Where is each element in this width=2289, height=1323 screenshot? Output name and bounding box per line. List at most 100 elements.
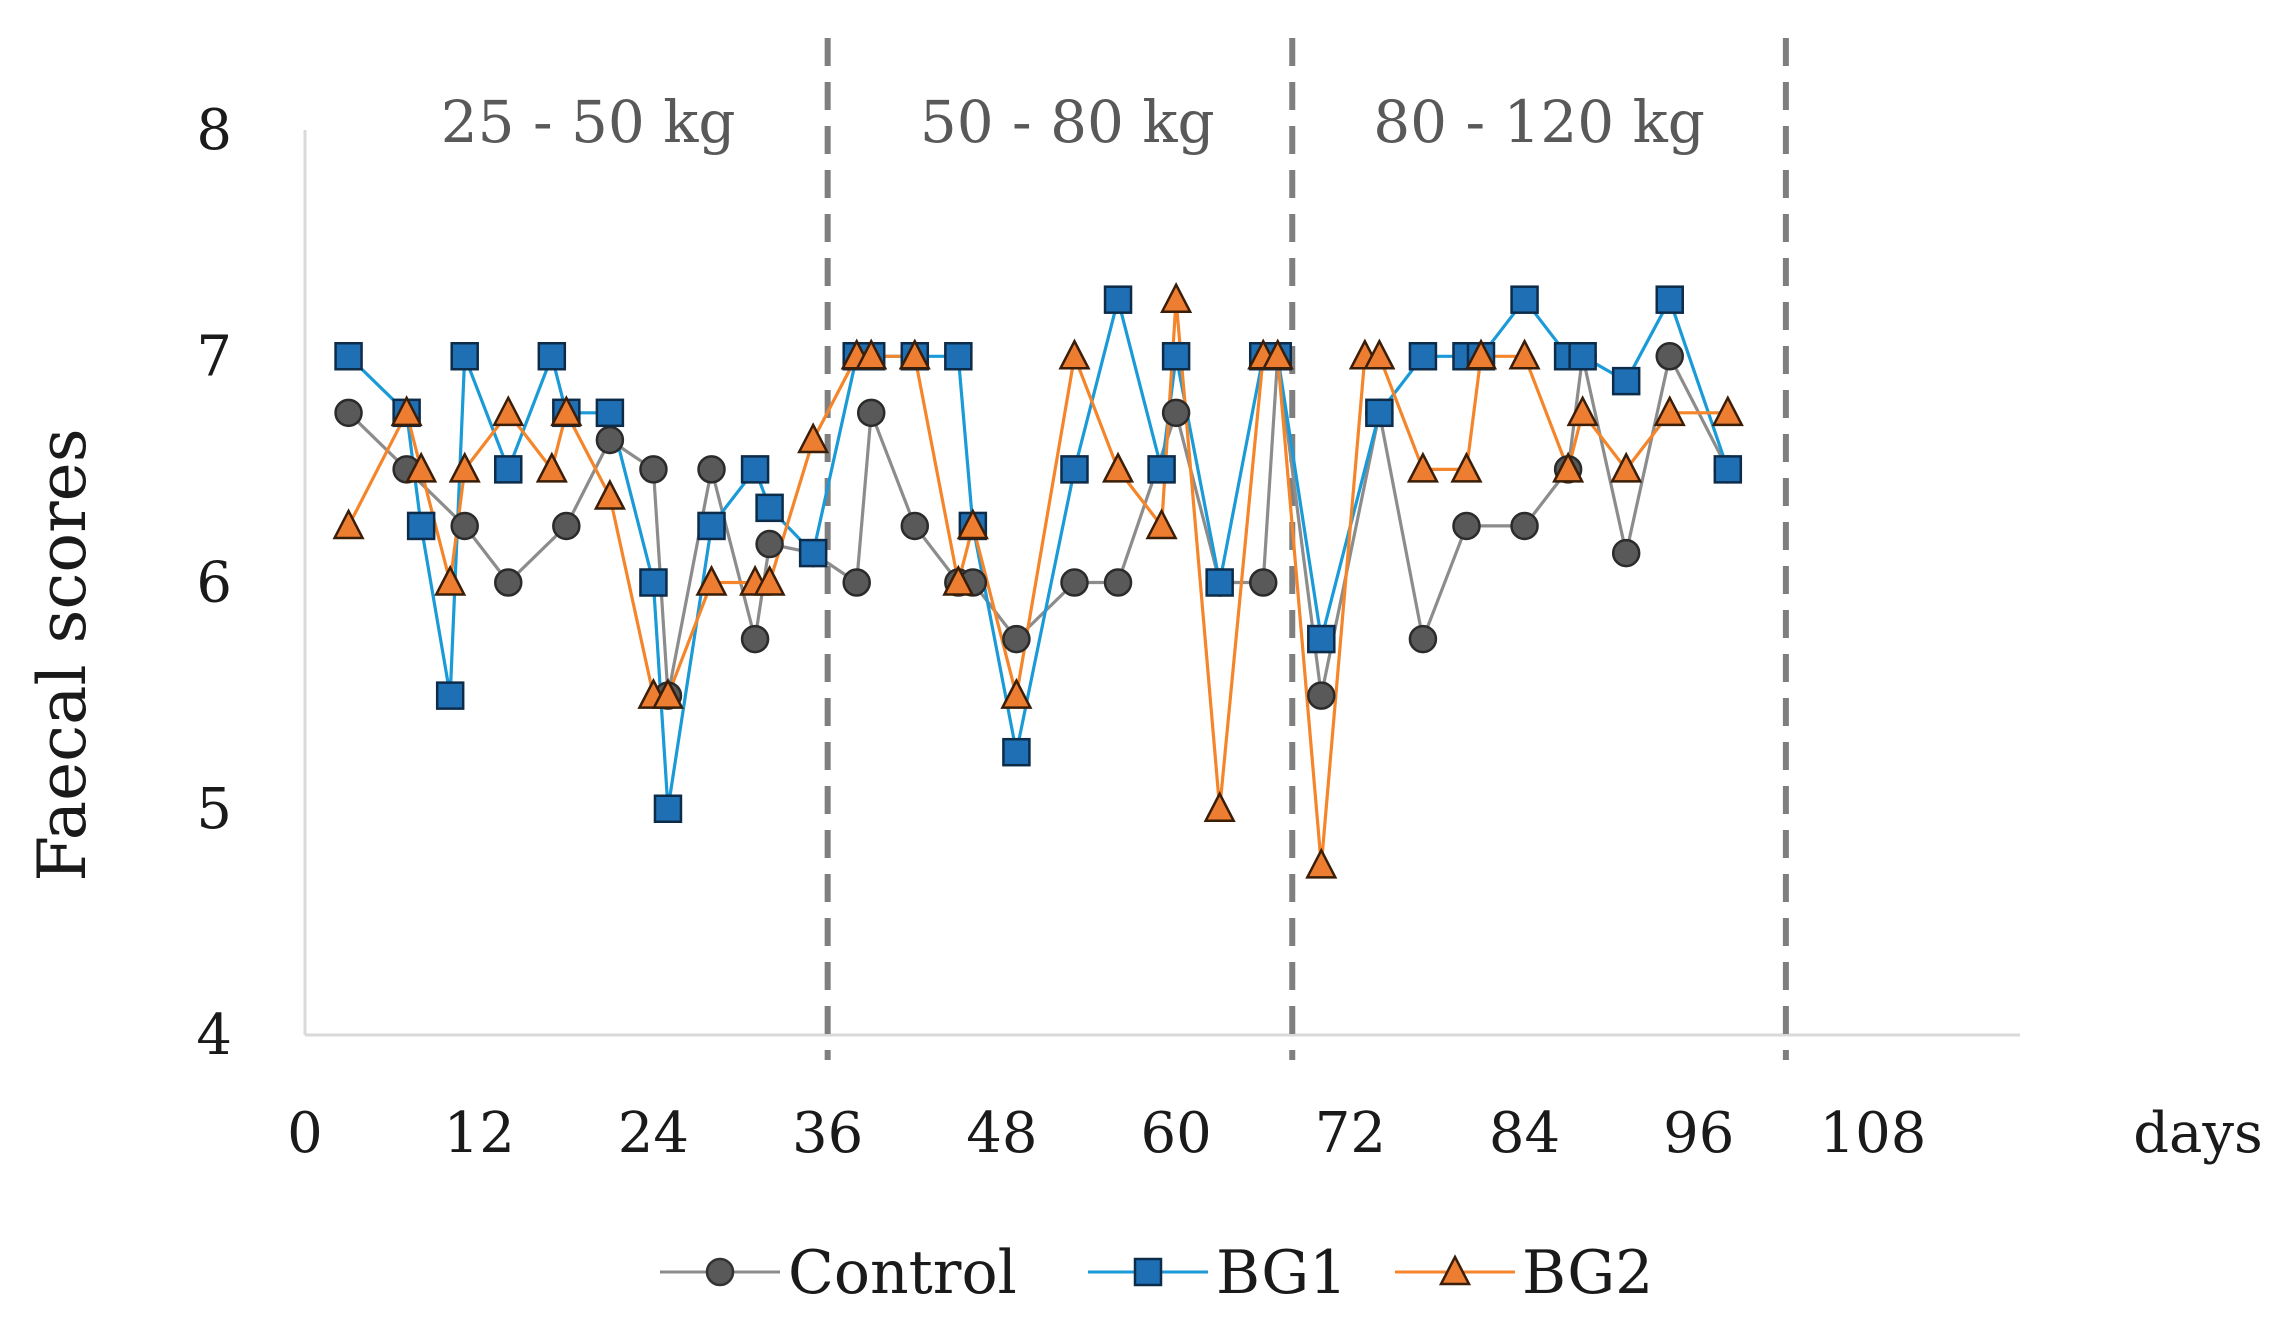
data-point-control xyxy=(450,511,479,541)
data-point-bg2 xyxy=(898,338,931,370)
data-point-bg2 xyxy=(1508,338,1541,370)
data-point-bg2 xyxy=(405,451,438,483)
legend-control-label: Control xyxy=(788,1238,1017,1308)
weight-range-label: 25 - 50 kg xyxy=(441,88,736,156)
data-point-bg1 xyxy=(740,455,770,484)
data-point-bg1 xyxy=(1713,455,1743,484)
data-point-bg2 xyxy=(448,451,481,483)
data-point-bg2 xyxy=(550,395,583,427)
x-tick-label: 36 xyxy=(792,1101,863,1166)
data-point-bg1 xyxy=(755,493,784,523)
data-point-bg1 xyxy=(1205,568,1234,597)
data-point-control xyxy=(740,624,770,654)
y-tick-label: 5 xyxy=(196,777,232,842)
data-point-bg2 xyxy=(434,564,467,596)
x-tick-label: 24 xyxy=(618,1101,689,1166)
data-point-bg1 xyxy=(944,342,973,371)
data-point-bg2 xyxy=(492,395,525,427)
x-tick-label: 108 xyxy=(1820,1101,1927,1166)
y-tick-label: 8 xyxy=(196,98,232,163)
data-point-bg1 xyxy=(1568,342,1597,371)
data-point-control xyxy=(1510,511,1539,541)
x-tick-label: 48 xyxy=(966,1101,1037,1166)
data-point-control xyxy=(856,398,886,428)
data-point-bg2 xyxy=(942,564,975,596)
legend-item-control[interactable]: Control xyxy=(660,1238,1017,1308)
data-point-control xyxy=(755,529,784,559)
legend-bg2-label: BG2 xyxy=(1522,1238,1653,1308)
data-point-bg2 xyxy=(1653,395,1686,427)
legend: Control BG1 BG2 xyxy=(660,1238,1653,1308)
data-point-bg1 xyxy=(537,342,567,371)
x-tick-label: 96 xyxy=(1663,1101,1734,1166)
data-point-control xyxy=(1655,342,1684,371)
data-point-bg2 xyxy=(1610,451,1643,483)
data-point-bg1 xyxy=(406,511,436,541)
data-point-bg2 xyxy=(593,478,626,510)
data-point-control xyxy=(334,398,363,428)
data-point-bg2 xyxy=(1160,281,1193,313)
data-point-bg2 xyxy=(695,564,728,596)
data-point-bg2 xyxy=(1058,338,1091,370)
data-point-control xyxy=(1161,398,1191,428)
legend-bg2-marker xyxy=(1438,1254,1472,1286)
data-point-bg2 xyxy=(332,508,365,540)
data-point-bg1 xyxy=(494,455,523,484)
data-point-control xyxy=(595,425,625,455)
data-point-bg2 xyxy=(390,395,423,427)
data-point-control xyxy=(494,568,523,597)
legend-bg1-label: BG1 xyxy=(1216,1238,1347,1308)
data-point-control xyxy=(552,511,581,541)
data-point-bg2 xyxy=(1203,791,1236,822)
data-point-control xyxy=(1248,568,1278,597)
data-point-bg2 xyxy=(956,508,989,540)
data-point-control xyxy=(842,568,871,597)
data-point-bg1 xyxy=(1611,366,1641,396)
data-point-control xyxy=(1103,568,1133,597)
series-line-bg2 xyxy=(347,298,1728,867)
data-point-control xyxy=(900,511,930,541)
data-point-control xyxy=(697,455,726,484)
data-point-control xyxy=(1060,568,1089,597)
data-point-bg2 xyxy=(535,451,568,483)
data-point-bg2 xyxy=(1363,338,1396,370)
data-point-bg2 xyxy=(1261,338,1294,370)
data-point-bg1 xyxy=(1002,737,1031,767)
data-point-bg1 xyxy=(1161,342,1191,371)
data-point-bg1 xyxy=(1307,624,1336,654)
data-point-bg2 xyxy=(651,677,685,709)
data-point-control xyxy=(639,455,668,484)
data-point-bg1 xyxy=(1655,285,1684,314)
data-point-bg2 xyxy=(1000,677,1033,709)
data-point-bg1 xyxy=(435,681,465,710)
data-point-control xyxy=(1611,538,1641,568)
x-tick-label: 84 xyxy=(1489,1101,1560,1166)
data-point-bg2 xyxy=(1566,395,1599,427)
y-tick-label: 7 xyxy=(196,324,232,389)
data-point-control xyxy=(1452,511,1481,541)
legend-bg1-marker xyxy=(1133,1257,1163,1287)
data-point-bg2 xyxy=(753,564,786,596)
x-tick-label: 72 xyxy=(1315,1101,1386,1166)
data-point-bg1 xyxy=(653,794,683,823)
data-point-bg1 xyxy=(1103,285,1133,314)
x-tick-label: 60 xyxy=(1140,1101,1211,1166)
data-point-control xyxy=(1408,624,1438,654)
data-point-bg1 xyxy=(334,342,363,371)
data-point-bg1 xyxy=(450,342,479,371)
data-point-bg2 xyxy=(1450,451,1483,483)
data-point-bg2 xyxy=(1552,451,1585,483)
data-point-bg1 xyxy=(1060,455,1089,484)
x-tick-label: 12 xyxy=(444,1101,515,1166)
x-axis-title: days xyxy=(2133,1101,2263,1166)
data-point-bg2 xyxy=(1101,451,1135,483)
legend-item-bg2[interactable]: BG2 xyxy=(1395,1238,1653,1308)
data-point-bg2 xyxy=(1711,395,1744,427)
data-point-bg1 xyxy=(1510,285,1539,314)
data-point-bg2 xyxy=(797,422,830,454)
y-tick-label: 4 xyxy=(196,1003,232,1068)
data-point-bg2 xyxy=(1305,847,1338,879)
legend-item-bg1[interactable]: BG1 xyxy=(1088,1238,1347,1308)
data-point-bg2 xyxy=(1145,508,1178,540)
